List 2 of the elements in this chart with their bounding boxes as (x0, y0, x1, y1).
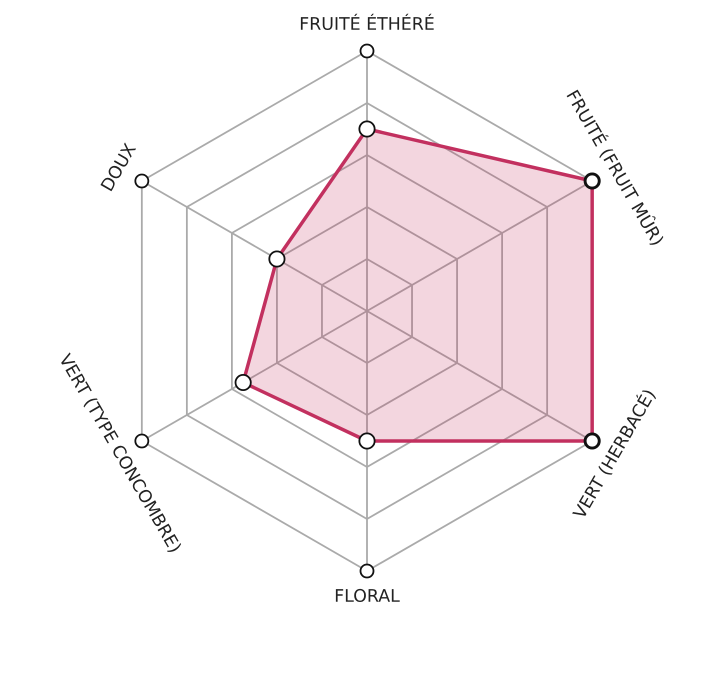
spoke-label: FRUITÉ ÉTHÉRÉ (300, 14, 434, 30)
spoke-label: FLORAL (336, 588, 400, 602)
